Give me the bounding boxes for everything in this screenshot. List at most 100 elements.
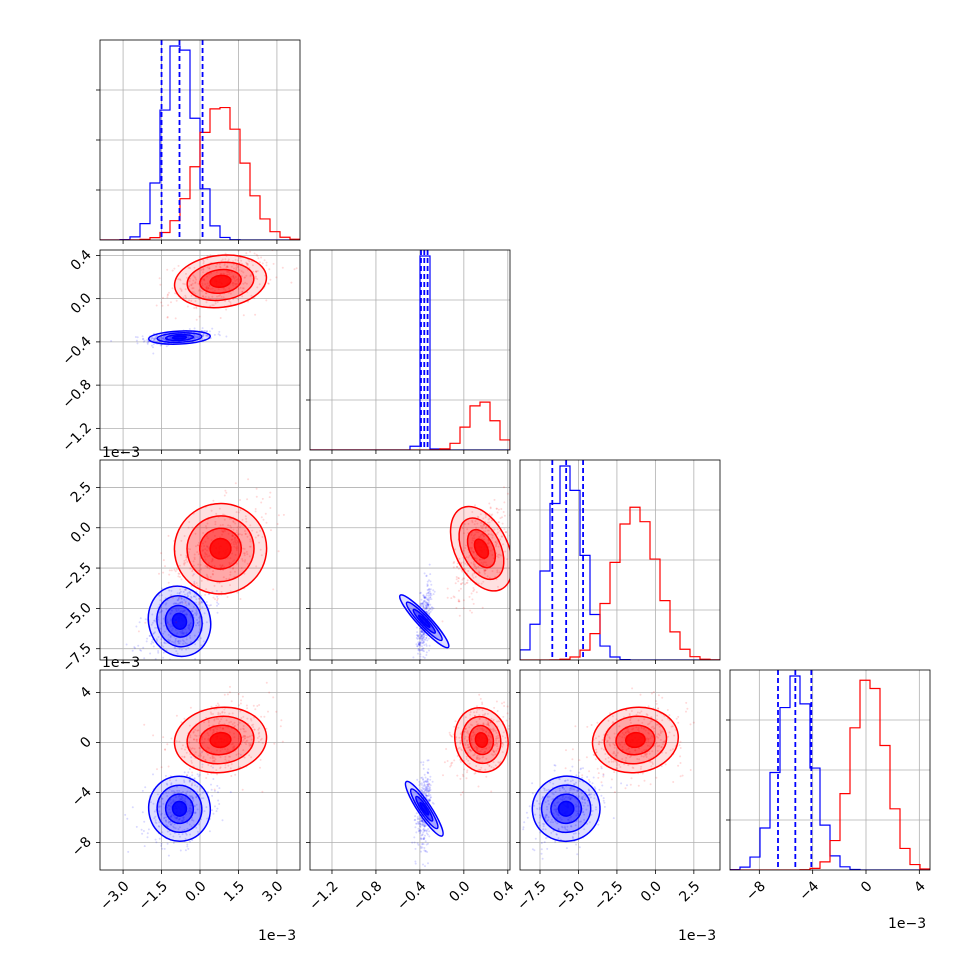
scatter-point — [166, 783, 169, 786]
scatter-point — [420, 649, 423, 652]
scatter-point — [500, 535, 503, 538]
scatter-point — [565, 847, 568, 850]
scatter-point — [173, 791, 176, 794]
offset-label: 1e−3 — [102, 655, 140, 671]
scatter-point — [193, 583, 196, 586]
scatter-point — [499, 517, 502, 520]
scatter-point — [282, 513, 285, 516]
scatter-point — [428, 786, 431, 789]
scatter-point — [216, 295, 219, 298]
scatter-point — [249, 250, 252, 253]
scatter-point — [660, 746, 663, 748]
scatter-point — [154, 336, 157, 339]
scatter-point — [244, 532, 247, 535]
scatter-point — [220, 566, 222, 569]
scatter-point — [176, 789, 179, 792]
scatter-point — [429, 596, 432, 599]
scatter-point — [207, 734, 210, 737]
scatter-point — [170, 814, 173, 817]
scatter-point — [247, 478, 250, 481]
density-fill — [172, 801, 187, 817]
scatter-point — [213, 756, 216, 759]
scatter-point — [625, 756, 628, 759]
scatter-point — [203, 738, 206, 740]
scatter-point — [175, 621, 178, 624]
scatter-point — [243, 572, 246, 575]
scatter-point — [230, 562, 233, 565]
contour-line — [164, 333, 195, 342]
scatter-point — [419, 829, 422, 832]
scatter-point — [588, 780, 591, 783]
scatter-point — [426, 781, 429, 784]
scatter-point — [476, 754, 479, 757]
scatter-point — [615, 718, 618, 721]
scatter-point — [202, 295, 204, 298]
histogram-panel-1 — [306, 249, 511, 454]
scatter-point — [552, 793, 555, 796]
scatter-point — [421, 846, 424, 849]
scatter-point — [637, 719, 640, 722]
scatter-point — [201, 606, 204, 609]
contour-line — [468, 724, 495, 756]
scatter-point — [497, 508, 500, 511]
scatter-point — [167, 821, 170, 824]
scatter-point — [571, 765, 574, 768]
scatter-point — [124, 813, 127, 816]
scatter-point — [188, 809, 191, 812]
scatter-point — [618, 725, 621, 728]
scatter-point — [552, 821, 554, 824]
scatter-point — [194, 335, 197, 337]
x-tick-label: 0.4 — [490, 878, 517, 905]
scatter-point — [555, 808, 558, 811]
scatter-point — [533, 849, 536, 852]
scatter-point — [561, 795, 564, 798]
scatter-point — [237, 298, 240, 301]
scatter-point — [218, 787, 221, 790]
scatter-point — [193, 580, 196, 583]
scatter-point — [422, 761, 425, 764]
scatter-point — [184, 600, 187, 603]
scatter-point — [460, 749, 463, 752]
contour-line — [147, 775, 212, 842]
scatter-point — [487, 529, 490, 532]
scatter-point — [246, 498, 249, 501]
x-tick-label: 0.0 — [183, 878, 210, 905]
histogram-panel-0 — [96, 39, 301, 244]
scatter-point — [424, 794, 427, 797]
scatter-point — [201, 549, 204, 552]
scatter-point — [200, 797, 203, 800]
scatter-point — [189, 734, 192, 737]
scatter-point — [424, 849, 427, 852]
scatter-point — [205, 777, 208, 779]
scatter-point — [470, 592, 473, 595]
scatter-point — [685, 710, 687, 713]
scatter-point — [459, 741, 462, 744]
scatter-point — [603, 748, 606, 751]
scatter-point — [183, 771, 186, 774]
scatter-point — [582, 811, 585, 814]
scatter-point — [552, 830, 555, 833]
scatter-point — [144, 621, 147, 624]
scatter-point — [575, 781, 577, 784]
scatter-point — [257, 244, 259, 246]
scatter-point — [474, 520, 477, 523]
scatter-point — [225, 491, 228, 494]
scatter-point — [548, 795, 551, 798]
scatter-point — [152, 645, 155, 648]
scatter-point — [165, 608, 168, 611]
scatter-point — [241, 518, 244, 521]
scatter-point — [255, 270, 257, 273]
contour-line — [171, 800, 188, 817]
scatter-point — [163, 335, 166, 338]
scatter-point — [174, 602, 177, 605]
scatter-point — [214, 758, 217, 761]
scatter-point — [425, 575, 428, 578]
scatter-point — [191, 287, 194, 290]
scatter-point — [545, 789, 548, 792]
scatter-point — [166, 293, 169, 296]
scatter-point — [178, 647, 181, 650]
scatter-point — [557, 828, 560, 831]
scatter-point — [420, 630, 423, 633]
scatter-point — [206, 546, 209, 548]
scatter-point — [154, 821, 157, 824]
